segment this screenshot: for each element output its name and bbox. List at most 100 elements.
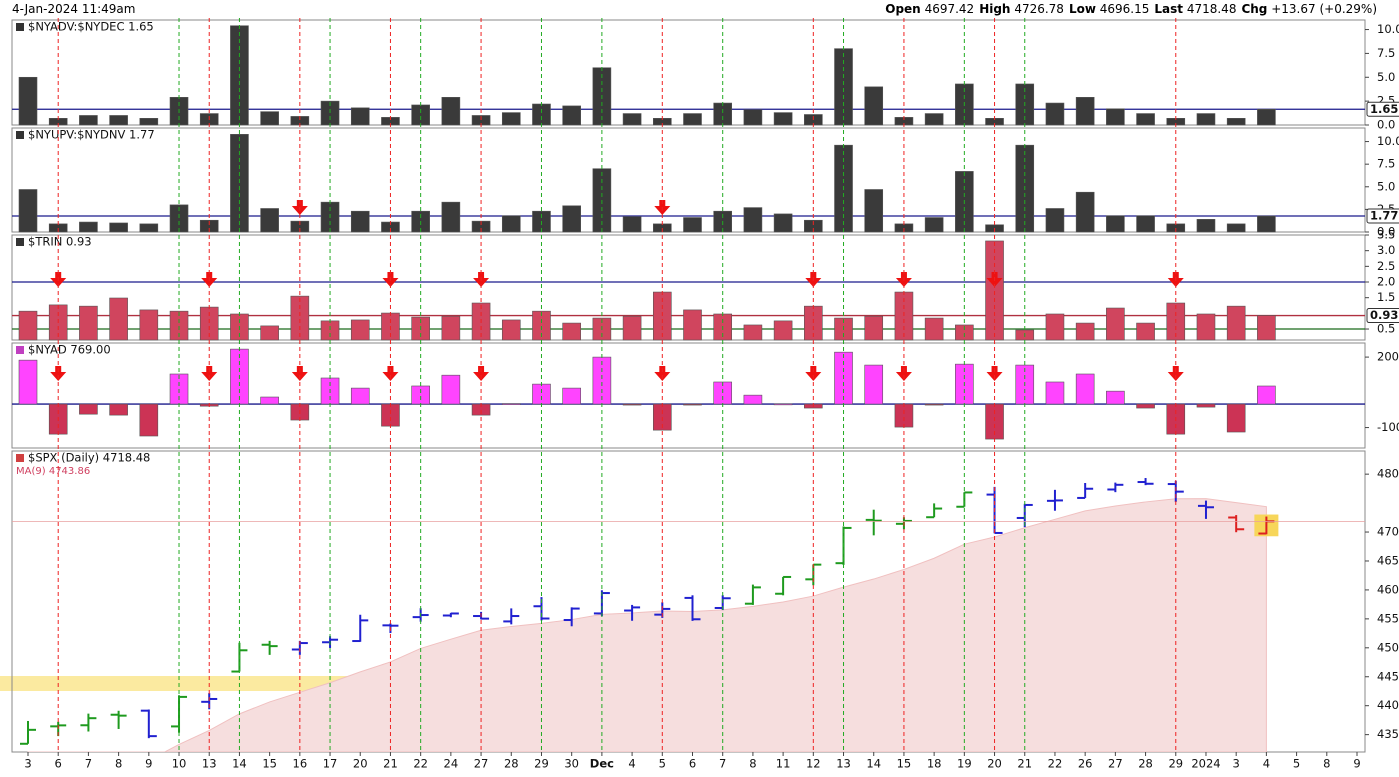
quote-item: High 4726.78 xyxy=(979,2,1064,16)
bar xyxy=(743,109,763,126)
bar xyxy=(622,403,642,406)
bar xyxy=(260,396,279,405)
bar xyxy=(1226,305,1246,341)
x-tick-label: 5 xyxy=(1293,757,1300,771)
x-tick-label: 18 xyxy=(927,757,942,771)
bar xyxy=(562,322,581,341)
bar xyxy=(1045,208,1065,233)
panel-title: $NYUPV:$NYDNV 1.77 xyxy=(28,128,155,142)
bar xyxy=(683,113,702,126)
y-tick-label: 3.5 xyxy=(1377,228,1395,242)
bar xyxy=(743,324,763,341)
bar xyxy=(1136,113,1155,126)
quote-label: Chg xyxy=(1241,2,1268,16)
bar xyxy=(109,403,128,416)
y-tick-label: 445 xyxy=(1377,669,1399,683)
bar xyxy=(924,317,944,341)
x-tick-label: 15 xyxy=(262,757,277,771)
quote-label: Low xyxy=(1068,2,1096,16)
title-icon xyxy=(16,238,24,246)
bar xyxy=(1257,385,1276,405)
panel-title: $NYAD 769.00 xyxy=(28,343,111,357)
bar xyxy=(1196,313,1216,341)
value-tag-label: 1.77 xyxy=(1370,208,1398,222)
bar xyxy=(350,210,370,233)
x-tick-label: 19 xyxy=(957,757,972,771)
y-tick-label: 7.5 xyxy=(1377,157,1395,171)
signal-arrow xyxy=(50,366,67,381)
quote-value: 4726.78 xyxy=(1014,2,1064,16)
bar xyxy=(773,320,793,341)
signal-arrow xyxy=(805,366,822,381)
value-tag xyxy=(1366,101,1399,117)
x-tick-label: 14 xyxy=(866,757,881,771)
y-tick-label: 7.5 xyxy=(1377,46,1395,60)
bar xyxy=(1075,97,1095,126)
bar xyxy=(260,208,279,233)
bar xyxy=(894,403,914,428)
bar xyxy=(79,305,98,341)
y-tick-label: 3.0 xyxy=(1377,243,1395,257)
x-tick-label: Dec xyxy=(590,757,614,771)
y-tick-label: 2.0 xyxy=(1377,275,1395,289)
y-tick-label: 470 xyxy=(1377,525,1399,539)
bar xyxy=(743,394,763,405)
bar xyxy=(1257,215,1276,233)
signal-arrow xyxy=(1167,366,1184,381)
bar xyxy=(562,387,581,405)
bar xyxy=(1075,322,1095,341)
title-icon xyxy=(16,346,24,354)
bar xyxy=(1136,215,1155,233)
bar xyxy=(864,189,884,233)
bar xyxy=(79,115,98,126)
y-tick-label: 2.5 xyxy=(1377,259,1395,273)
y-tick-label: 440 xyxy=(1377,698,1399,712)
ma-value: 4743.86 xyxy=(49,466,90,477)
bar xyxy=(441,374,461,405)
quote-value: 4697.42 xyxy=(924,2,975,16)
bar xyxy=(683,217,702,233)
bar xyxy=(441,97,461,126)
signal-arrow xyxy=(473,366,490,381)
bar xyxy=(411,385,430,405)
bar xyxy=(139,309,159,341)
x-tick-label: 28 xyxy=(1138,757,1153,771)
bar xyxy=(1196,403,1216,408)
bar xyxy=(1045,102,1065,126)
bar xyxy=(1196,113,1216,126)
title-icon xyxy=(16,23,24,31)
bar xyxy=(924,113,944,126)
signal-arrow xyxy=(986,366,1003,381)
y-tick-label: 455 xyxy=(1377,611,1399,625)
x-tick-label: 7 xyxy=(719,757,726,771)
bar xyxy=(622,113,642,126)
quote-value: 4696.15 xyxy=(1099,2,1150,16)
y-tick-label: 1.5 xyxy=(1377,290,1395,304)
quote-label: High xyxy=(979,2,1011,16)
x-tick-label: 21 xyxy=(1017,757,1032,771)
header: 4-Jan-2024 11:49am Open 4697.42 High 4726… xyxy=(0,0,1399,18)
quote-value: +13.67 (+0.29%) xyxy=(1271,2,1377,16)
bar xyxy=(79,403,98,415)
y-tick-label: -1000 xyxy=(1377,420,1399,434)
ma-name: MA(9) xyxy=(16,466,46,477)
signal-arrow xyxy=(654,366,671,381)
bar xyxy=(501,319,521,341)
bar xyxy=(18,189,38,233)
x-tick-label: 8 xyxy=(749,757,756,771)
signal-arrow xyxy=(382,366,399,381)
bar xyxy=(1106,108,1125,126)
quote-value: 4718.48 xyxy=(1186,2,1237,16)
bar xyxy=(1196,219,1216,233)
x-tick-label: 15 xyxy=(897,757,912,771)
y-tick-label: 10.0 xyxy=(1377,22,1399,36)
quote-item: Last 4718.48 xyxy=(1154,2,1236,16)
x-tick-label: 5 xyxy=(659,757,666,771)
timestamp: 4-Jan-2024 11:49am xyxy=(12,2,136,16)
bar xyxy=(622,315,642,341)
y-tick-label: 2000 xyxy=(1377,350,1399,364)
x-tick-label: 16 xyxy=(293,757,308,771)
x-tick-label: 12 xyxy=(806,757,821,771)
title-icon xyxy=(16,131,24,139)
